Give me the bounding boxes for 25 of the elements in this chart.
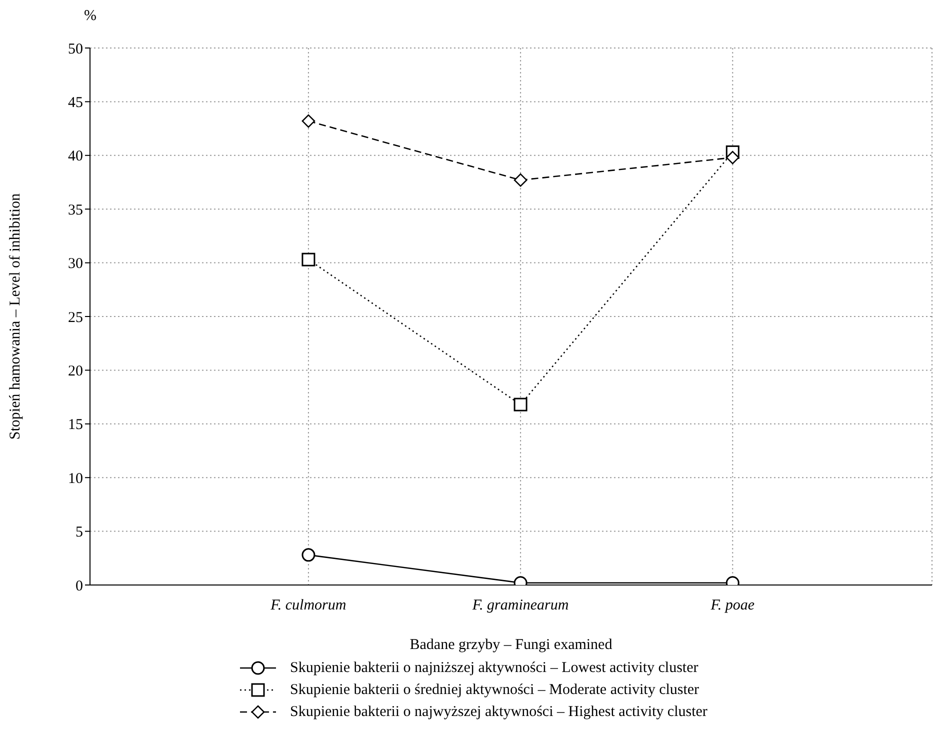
y-tick-label: 15 (68, 417, 83, 434)
y-tick-label: 35 (68, 202, 83, 218)
x-tick-label: F. culmorum (270, 598, 346, 614)
point (514, 173, 528, 187)
point (726, 150, 740, 164)
y-tick-label: 0 (76, 578, 83, 594)
y-tick-label: 30 (68, 256, 83, 272)
x-tick-label: F. poae (710, 598, 755, 614)
x-tick-label: F. graminearum (471, 598, 569, 614)
point (302, 252, 316, 266)
text: % (84, 8, 96, 25)
x-axis-title: Badane grzyby – Fungi examined (410, 637, 613, 653)
y-tick-label: 20 (68, 364, 83, 380)
point (302, 114, 316, 128)
legend-label: Skupienie bakterii o średniej aktywności – Moderate activity cluster (290, 682, 700, 698)
y-tick-label: 50 (68, 41, 83, 58)
y-tick-label: 40 (68, 148, 83, 165)
legend-label: Skupienie bakterii o najniższej aktywności – Lowest activity cluster (290, 660, 698, 676)
y-tick-label: 45 (68, 95, 83, 112)
legend-label: Skupienie bakterii o najwyższej aktywności – Highest activity cluster (290, 704, 708, 720)
y-tick-label: 10 (68, 470, 83, 487)
y-tick-label: 5 (76, 524, 83, 541)
point (514, 398, 528, 412)
y-tick-label: 25 (68, 310, 83, 326)
y-axis-title: Stopień hamowania – Level of inhibition (7, 192, 24, 440)
